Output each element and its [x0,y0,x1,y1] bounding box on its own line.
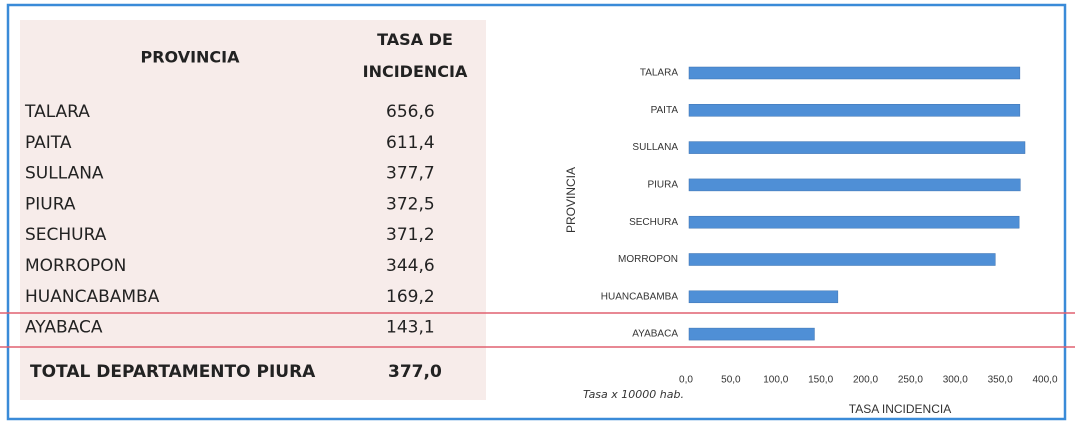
row-name: MORROPON [25,256,126,276]
row-value: 371,2 [386,225,435,245]
row-name: HUANCABAMBA [25,287,160,307]
table-bg [20,20,486,400]
y-tick-label: HUANCABAMBA [601,291,679,302]
total-label: TOTAL DEPARTAMENTO PIURA [30,362,316,382]
header: TASA DE INCIDENCIA [363,30,468,81]
row-value: 169,2 [386,287,435,307]
x-tick-label: 300,0 [943,375,968,386]
y-tick-label: SULLANA [632,142,678,153]
y-tick-label: AYABACA [632,329,678,340]
bar [688,215,1020,229]
bar [688,178,1021,192]
x-tick-label: 150,0 [808,375,833,386]
x-tick-label: 350,0 [988,375,1013,386]
row-value: 656,6 [386,102,435,122]
x-tick-label: 200,0 [853,375,878,386]
x-tick-label: 50,0 [721,375,741,386]
row-name: PIURA [25,194,76,214]
bar [688,327,815,341]
header: PROVINCIA [140,48,240,67]
bar [688,290,839,304]
x-tick-label: 100,0 [763,375,788,386]
row-name: SULLANA [25,164,104,184]
bar [688,141,1026,154]
x-tick-label: 0,0 [679,375,693,386]
row-name: PAITA [25,133,72,153]
y-tick-label: MORROPON [618,254,678,265]
y-tick-label: TALARA [640,68,678,79]
note: Tasa x 10000 hab. [583,388,684,401]
row-value: 344,6 [386,256,435,276]
row-value: 611,4 [386,133,435,153]
row-value: 377,7 [386,164,435,184]
y-tick-label: SECHURA [629,217,678,228]
total-value: 377,0 [388,362,442,382]
y-axis-label: PROVINCIA [564,167,578,233]
bar [688,253,996,266]
row-value: 143,1 [386,318,435,338]
x-tick-label: 400,0 [1032,375,1057,386]
x-tick-label: 250,0 [898,375,923,386]
x-axis-label: TASA INCIDENCIA [849,402,951,416]
bar [688,66,1021,80]
row-name: TALARA [24,102,90,122]
y-tick-label: PIURA [647,180,678,191]
bar [688,104,1021,117]
row-name: SECHURA [25,225,107,245]
row-name: AYABACA [25,318,103,338]
y-tick-label: PAITA [651,105,679,116]
row-value: 372,5 [386,194,435,214]
